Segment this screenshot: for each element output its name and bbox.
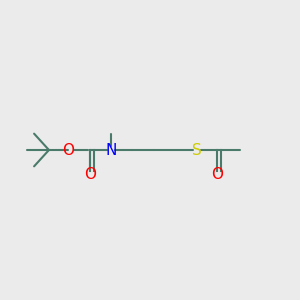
Text: N: N bbox=[105, 142, 117, 158]
Text: O: O bbox=[84, 167, 96, 182]
Text: S: S bbox=[192, 142, 202, 158]
Text: O: O bbox=[212, 167, 224, 182]
Text: O: O bbox=[62, 142, 74, 158]
